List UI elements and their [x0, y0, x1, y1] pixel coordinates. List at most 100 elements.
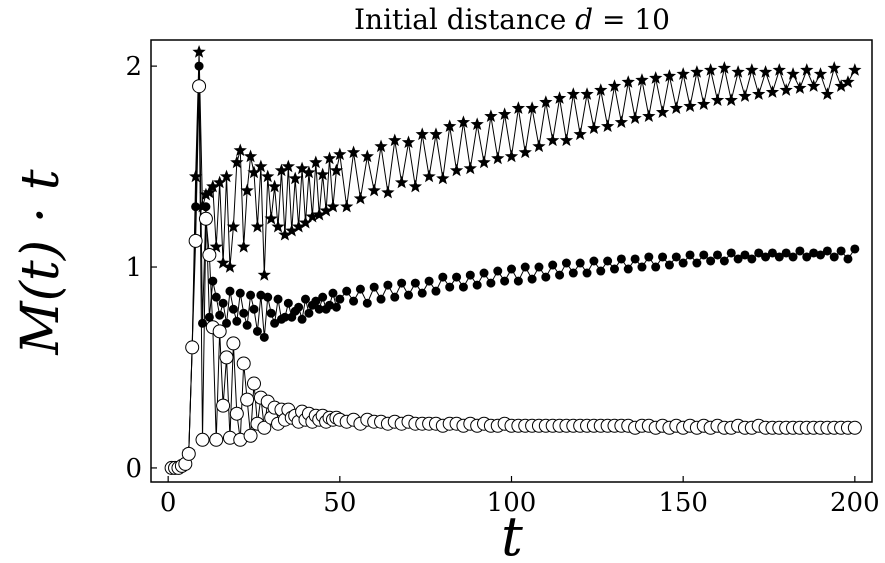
data-point-star	[848, 63, 862, 76]
data-point-star	[710, 93, 725, 106]
data-point-star	[573, 127, 587, 141]
data-point-star	[662, 69, 677, 82]
data-point-star	[305, 209, 320, 223]
data-point-filled-circle	[555, 270, 565, 280]
data-point-filled-circle	[472, 280, 482, 290]
data-point-star	[566, 87, 580, 100]
data-point-filled-circle	[215, 310, 225, 320]
data-point-star	[216, 256, 230, 269]
data-point-filled-circle	[410, 278, 420, 288]
data-point-filled-circle	[733, 254, 743, 264]
data-point-filled-circle	[452, 272, 462, 282]
y-tick-label: 0	[125, 454, 142, 484]
data-point-filled-circle	[527, 274, 537, 284]
data-point-filled-circle	[259, 332, 269, 342]
series-star	[164, 45, 862, 474]
data-point-star	[546, 133, 560, 147]
data-point-star	[267, 179, 282, 193]
data-point-star	[717, 61, 732, 74]
data-point-filled-circle	[829, 252, 839, 262]
data-point-filled-circle	[383, 280, 393, 290]
series-open-circle	[164, 79, 862, 475]
data-point-star	[401, 135, 416, 149]
data-point-star	[209, 239, 223, 253]
data-point-star	[274, 163, 289, 177]
data-point-filled-circle	[273, 294, 283, 304]
data-point-filled-circle	[283, 298, 293, 308]
data-point-open-circle	[216, 398, 231, 413]
data-point-filled-circle	[623, 264, 633, 274]
data-point-filled-circle	[204, 312, 214, 322]
x-tick-label: 150	[658, 488, 708, 518]
data-point-filled-circle	[726, 248, 736, 258]
data-point-open-circle	[257, 420, 272, 435]
data-point-open-circle	[192, 79, 207, 94]
data-point-filled-circle	[239, 308, 249, 318]
data-point-open-circle	[212, 324, 227, 339]
data-point-open-circle	[198, 211, 213, 226]
data-point-star	[779, 83, 793, 96]
data-point-star	[456, 115, 471, 129]
data-point-star	[219, 169, 234, 183]
data-point-filled-circle	[802, 252, 812, 262]
data-point-star	[600, 119, 615, 133]
data-point-filled-circle	[788, 252, 798, 262]
data-point-star	[470, 117, 484, 131]
data-point-filled-circle	[678, 258, 688, 268]
data-point-star	[813, 67, 828, 80]
data-point-filled-circle	[637, 262, 647, 272]
data-point-filled-circle	[850, 244, 860, 254]
data-point-star	[374, 139, 388, 153]
data-point-star	[243, 149, 258, 163]
data-point-star	[271, 219, 285, 233]
data-point-filled-circle	[431, 286, 441, 296]
data-point-star	[408, 179, 423, 193]
data-point-open-circle	[185, 340, 200, 355]
data-point-filled-circle	[500, 276, 510, 286]
data-point-open-circle	[195, 432, 210, 447]
data-point-open-circle	[181, 446, 196, 461]
data-point-filled-circle	[294, 302, 304, 312]
data-point-star	[415, 127, 429, 141]
data-point-filled-circle	[589, 256, 599, 266]
data-point-star	[388, 133, 402, 147]
data-point-star	[552, 91, 567, 104]
data-point-open-circle	[229, 406, 244, 421]
data-point-star	[484, 109, 498, 123]
data-point-star	[302, 165, 316, 179]
data-point-star	[326, 199, 340, 213]
data-point-filled-circle	[376, 294, 386, 304]
data-point-star	[295, 161, 309, 175]
data-point-filled-circle	[369, 282, 379, 292]
data-point-star	[261, 169, 275, 183]
data-point-filled-circle	[513, 276, 523, 286]
data-point-star	[477, 155, 491, 169]
data-point-star	[587, 121, 601, 135]
data-point-filled-circle	[297, 314, 307, 324]
data-point-filled-circle	[191, 202, 201, 212]
data-point-star	[793, 81, 807, 94]
data-point-filled-circle	[774, 252, 784, 262]
data-point-filled-circle	[314, 304, 324, 314]
data-point-filled-circle	[235, 288, 245, 298]
data-point-filled-circle	[692, 258, 702, 268]
data-point-filled-circle	[493, 266, 503, 276]
data-point-filled-circle	[242, 320, 252, 330]
data-point-star	[765, 85, 780, 98]
data-point-star	[614, 115, 629, 129]
data-point-filled-circle	[548, 260, 558, 270]
data-point-star	[511, 101, 526, 114]
data-point-filled-circle	[534, 262, 544, 272]
data-point-star	[724, 93, 738, 106]
data-point-filled-circle	[256, 290, 266, 300]
data-point-star	[642, 109, 656, 123]
data-point-filled-circle	[610, 264, 619, 274]
data-point-filled-circle	[397, 278, 407, 288]
data-point-filled-circle	[465, 270, 475, 280]
data-point-star	[621, 75, 635, 88]
data-point-filled-circle	[249, 304, 259, 314]
x-tick-label: 100	[487, 488, 537, 518]
data-point-filled-circle	[747, 254, 757, 264]
data-point-star	[758, 65, 773, 78]
